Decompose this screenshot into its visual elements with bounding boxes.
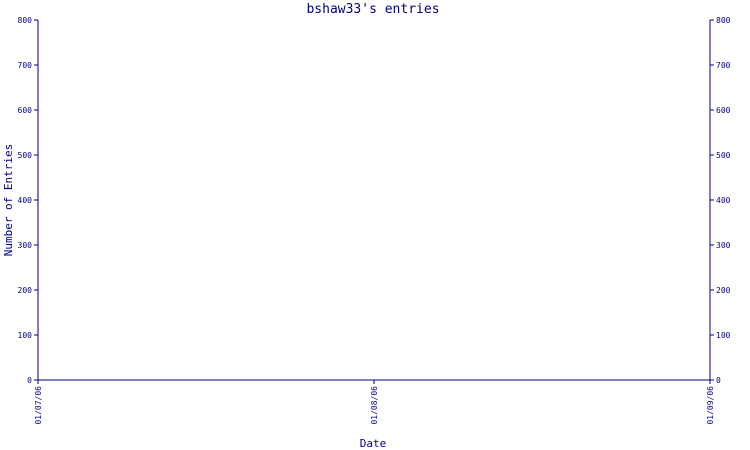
x-tick-label: 01/08/06 — [370, 386, 379, 425]
plot-frame — [37, 20, 711, 381]
y-tick-label-left: 200 — [18, 286, 33, 295]
y-tick-label-right: 800 — [716, 16, 731, 25]
x-tick-label: 01/09/06 — [706, 386, 715, 425]
x-axis: 01/07/06 01/08/06 01/09/06 — [34, 380, 715, 425]
y-tick-label-left: 800 — [18, 16, 33, 25]
y-tick-label-left: 100 — [18, 331, 33, 340]
y-tick-label-right: 300 — [716, 241, 731, 250]
y-tick-label-left: 400 — [18, 196, 33, 205]
y-tick-label-right: 100 — [716, 331, 731, 340]
y-tick-label-right: 500 — [716, 151, 731, 160]
y-tick-label-left: 600 — [18, 106, 33, 115]
y-axis-right: 0 100 200 300 400 500 600 700 800 — [710, 16, 731, 385]
y-tick-label-right: 600 — [716, 106, 731, 115]
y-tick-label-left: 300 — [18, 241, 33, 250]
chart-title: bshaw33's entries — [306, 2, 439, 17]
y-tick-label-left: 700 — [18, 61, 33, 70]
y-axis-left: 0 100 200 300 400 500 600 700 800 — [18, 16, 38, 385]
x-axis-label: Date — [360, 437, 387, 450]
x-tick-label: 01/07/06 — [34, 386, 43, 425]
y-tick-label-right: 200 — [716, 286, 731, 295]
y-tick-label-right: 0 — [716, 376, 721, 385]
y-tick-label-left: 500 — [18, 151, 33, 160]
y-tick-label-right: 400 — [716, 196, 731, 205]
y-tick-label-left: 0 — [27, 376, 32, 385]
y-axis-label: Number of Entries — [2, 144, 15, 257]
y-tick-label-right: 700 — [716, 61, 731, 70]
